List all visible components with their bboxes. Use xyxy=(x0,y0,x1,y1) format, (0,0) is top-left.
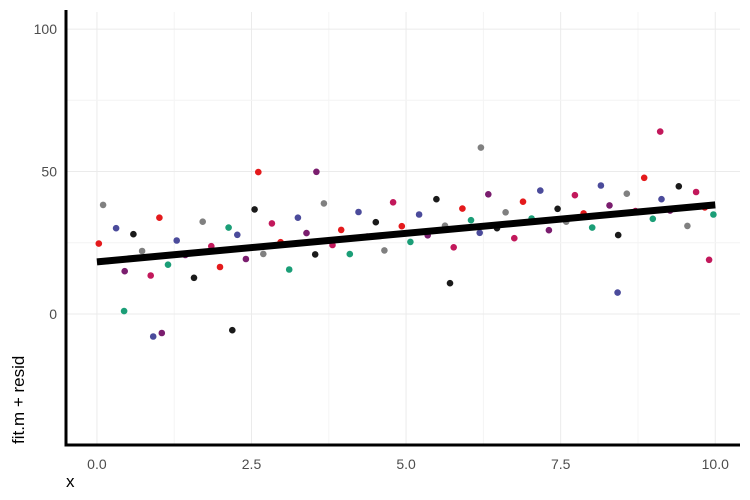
x-tick-label: 7.5 xyxy=(551,456,571,472)
data-point xyxy=(242,255,250,263)
data-point xyxy=(268,220,276,227)
data-point xyxy=(311,251,319,258)
data-point xyxy=(260,250,267,258)
fit-line xyxy=(96,201,716,266)
data-point xyxy=(606,202,613,209)
data-point xyxy=(675,183,683,190)
data-point xyxy=(433,195,440,203)
x-tick-label: 0.0 xyxy=(87,456,107,472)
data-point xyxy=(199,218,206,225)
tick-labels: 0.0 2.5 5.0 7.5 10.0 0 50 100 xyxy=(34,21,729,472)
data-point xyxy=(446,279,454,287)
data-point xyxy=(705,256,713,264)
data-point xyxy=(588,224,596,231)
data-point xyxy=(313,168,320,176)
axes xyxy=(64,10,740,447)
data-point xyxy=(320,200,328,207)
data-point xyxy=(545,226,553,234)
data-point xyxy=(149,333,157,340)
y-axis-title: fit.m + resid xyxy=(9,356,28,444)
data-point xyxy=(95,240,103,247)
data-point xyxy=(173,237,180,244)
data-point xyxy=(640,174,648,182)
data-point xyxy=(355,208,362,216)
data-point xyxy=(120,307,128,315)
data-point xyxy=(99,201,107,209)
data-point xyxy=(656,128,664,135)
data-point xyxy=(389,199,397,206)
data-point xyxy=(710,211,717,218)
data-point xyxy=(381,247,388,254)
fit-line-group xyxy=(96,201,716,266)
data-point xyxy=(511,234,518,242)
x-tick-label: 2.5 xyxy=(242,456,262,472)
data-point xyxy=(537,187,544,194)
data-point xyxy=(190,274,198,282)
x-axis-title: x xyxy=(66,472,75,491)
data-point xyxy=(337,226,345,234)
data-point xyxy=(614,289,621,296)
data-point xyxy=(225,224,232,231)
data-point xyxy=(623,190,631,197)
data-point xyxy=(502,209,509,216)
y-tick-label: 50 xyxy=(41,164,57,180)
data-point xyxy=(158,329,166,337)
data-point xyxy=(294,214,302,221)
data-point xyxy=(459,205,466,212)
data-point xyxy=(614,231,622,239)
data-point xyxy=(649,215,657,223)
data-point xyxy=(477,144,485,151)
data-point xyxy=(216,263,224,271)
data-point xyxy=(415,211,423,218)
data-point xyxy=(684,222,691,230)
data-point xyxy=(692,188,700,196)
data-point xyxy=(450,244,458,251)
data-point xyxy=(251,206,258,213)
data-point xyxy=(130,230,137,238)
data-point xyxy=(164,261,172,269)
data-point xyxy=(597,182,605,189)
data-point xyxy=(112,224,120,232)
data-point xyxy=(156,214,163,221)
data-point xyxy=(571,191,579,199)
x-tick-label: 10.0 xyxy=(702,456,729,472)
y-tick-label: 0 xyxy=(49,306,57,322)
data-point xyxy=(121,267,128,275)
data-point xyxy=(138,247,146,255)
data-point xyxy=(407,238,414,246)
data-point xyxy=(658,195,665,203)
data-point xyxy=(485,191,492,198)
data-point xyxy=(554,205,561,213)
data-point xyxy=(229,326,236,334)
data-point xyxy=(346,250,354,258)
data-point xyxy=(285,266,293,273)
data-point xyxy=(398,222,406,230)
data-point xyxy=(372,218,380,226)
x-tick-label: 5.0 xyxy=(396,456,416,472)
data-point xyxy=(476,229,484,237)
y-tick-label: 100 xyxy=(34,21,58,37)
data-point xyxy=(147,272,154,279)
data-point xyxy=(519,198,527,205)
data-point xyxy=(234,231,241,239)
scatter-points xyxy=(95,128,717,340)
data-point xyxy=(303,229,310,237)
data-point xyxy=(467,216,475,224)
data-point xyxy=(254,168,262,176)
